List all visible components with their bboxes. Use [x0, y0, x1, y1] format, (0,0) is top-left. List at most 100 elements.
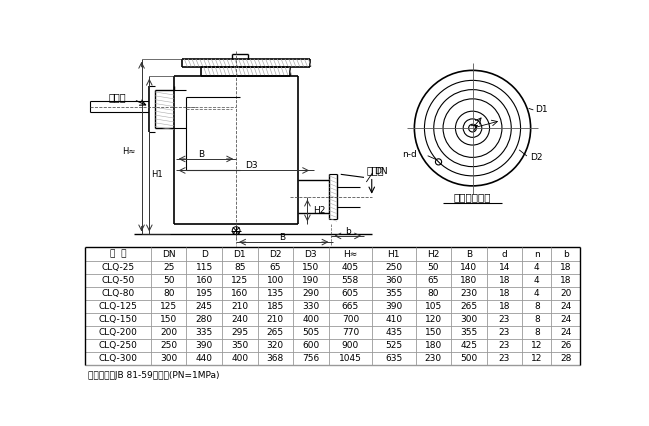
Text: 50: 50 — [428, 262, 439, 272]
Text: 4: 4 — [534, 276, 539, 285]
Text: 558: 558 — [342, 276, 359, 285]
Text: 80: 80 — [163, 289, 175, 298]
Text: 360: 360 — [386, 276, 402, 285]
Text: n-d: n-d — [402, 150, 417, 158]
Text: 80: 80 — [428, 289, 439, 298]
Text: 18: 18 — [498, 302, 510, 311]
Text: 665: 665 — [342, 302, 359, 311]
Text: 355: 355 — [386, 289, 402, 298]
Text: CLQ-250: CLQ-250 — [99, 341, 138, 350]
Text: D: D — [201, 250, 208, 259]
Text: 600: 600 — [302, 341, 319, 350]
Text: 150: 150 — [302, 262, 319, 272]
Text: H2: H2 — [427, 250, 439, 259]
Text: 700: 700 — [342, 315, 359, 324]
Text: 245: 245 — [196, 302, 213, 311]
Text: 12: 12 — [531, 341, 543, 350]
Text: 1045: 1045 — [339, 354, 362, 363]
Text: D3: D3 — [304, 250, 317, 259]
Text: 390: 390 — [195, 341, 213, 350]
Text: 756: 756 — [302, 354, 319, 363]
Text: 335: 335 — [195, 328, 213, 337]
Text: 250: 250 — [160, 341, 177, 350]
Text: CLQ-25: CLQ-25 — [101, 262, 134, 272]
Text: 24: 24 — [560, 328, 571, 337]
Text: 20: 20 — [560, 289, 571, 298]
Text: 605: 605 — [342, 289, 359, 298]
Text: 105: 105 — [424, 302, 442, 311]
Text: b: b — [563, 250, 569, 259]
Text: 200: 200 — [160, 328, 177, 337]
Text: H≈: H≈ — [343, 250, 358, 259]
Text: 440: 440 — [196, 354, 213, 363]
Text: 180: 180 — [424, 341, 442, 350]
Text: H≈: H≈ — [122, 147, 136, 156]
Text: 18: 18 — [498, 289, 510, 298]
Text: CLQ-200: CLQ-200 — [99, 328, 138, 337]
Text: 100: 100 — [267, 276, 284, 285]
Text: 115: 115 — [195, 262, 213, 272]
Text: 180: 180 — [460, 276, 478, 285]
Text: 18: 18 — [560, 276, 572, 285]
Text: D2: D2 — [530, 153, 543, 162]
Text: 24: 24 — [560, 302, 571, 311]
Text: 355: 355 — [460, 328, 478, 337]
Text: D1: D1 — [535, 105, 548, 115]
Text: H2: H2 — [313, 206, 326, 215]
Text: 330: 330 — [302, 302, 319, 311]
Text: 290: 290 — [302, 289, 319, 298]
Text: 8: 8 — [534, 328, 539, 337]
Text: 150: 150 — [160, 315, 177, 324]
Text: 505: 505 — [302, 328, 319, 337]
Text: 320: 320 — [267, 341, 284, 350]
Text: 120: 120 — [425, 315, 442, 324]
Text: 连接法兰按JB 81-59的规定(PN=1MPa): 连接法兰按JB 81-59的规定(PN=1MPa) — [88, 371, 219, 380]
Text: 425: 425 — [460, 341, 478, 350]
Text: 23: 23 — [499, 328, 510, 337]
Text: b: b — [345, 227, 350, 236]
Text: 900: 900 — [342, 341, 359, 350]
Text: 500: 500 — [460, 354, 478, 363]
Text: 230: 230 — [425, 354, 442, 363]
Text: D2: D2 — [269, 250, 282, 259]
Text: D3: D3 — [245, 161, 258, 170]
Text: 400: 400 — [302, 315, 319, 324]
Text: H1: H1 — [387, 250, 400, 259]
Text: 240: 240 — [231, 315, 249, 324]
Text: 350: 350 — [231, 341, 249, 350]
Text: 18: 18 — [498, 276, 510, 285]
Text: 210: 210 — [231, 302, 249, 311]
Text: CLQ-300: CLQ-300 — [99, 354, 138, 363]
Text: 8: 8 — [534, 302, 539, 311]
Text: 23: 23 — [499, 341, 510, 350]
Text: 390: 390 — [386, 302, 402, 311]
Text: d: d — [502, 250, 508, 259]
Text: 295: 295 — [231, 328, 249, 337]
Text: 进油口: 进油口 — [108, 92, 126, 102]
Text: D1: D1 — [234, 250, 246, 259]
Text: 635: 635 — [386, 354, 402, 363]
Text: 405: 405 — [342, 262, 359, 272]
Text: 25: 25 — [163, 262, 175, 272]
Text: 进出油口法兰: 进出油口法兰 — [454, 193, 491, 202]
Text: H1: H1 — [151, 170, 162, 179]
Text: 525: 525 — [386, 341, 402, 350]
Text: 4: 4 — [534, 289, 539, 298]
Text: 265: 265 — [460, 302, 478, 311]
Text: 160: 160 — [231, 289, 249, 298]
Text: 28: 28 — [560, 354, 571, 363]
Text: 770: 770 — [342, 328, 359, 337]
Text: CLQ-150: CLQ-150 — [99, 315, 138, 324]
Text: 24: 24 — [560, 315, 571, 324]
Text: DN: DN — [374, 167, 387, 176]
Text: 14: 14 — [499, 262, 510, 272]
Text: 250: 250 — [386, 262, 402, 272]
Text: 300: 300 — [460, 315, 478, 324]
Text: 400: 400 — [231, 354, 249, 363]
Text: DN: DN — [162, 250, 175, 259]
Text: 435: 435 — [386, 328, 402, 337]
Text: 8: 8 — [534, 315, 539, 324]
Text: B: B — [198, 150, 204, 159]
Text: 26: 26 — [560, 341, 571, 350]
Text: 65: 65 — [428, 276, 439, 285]
